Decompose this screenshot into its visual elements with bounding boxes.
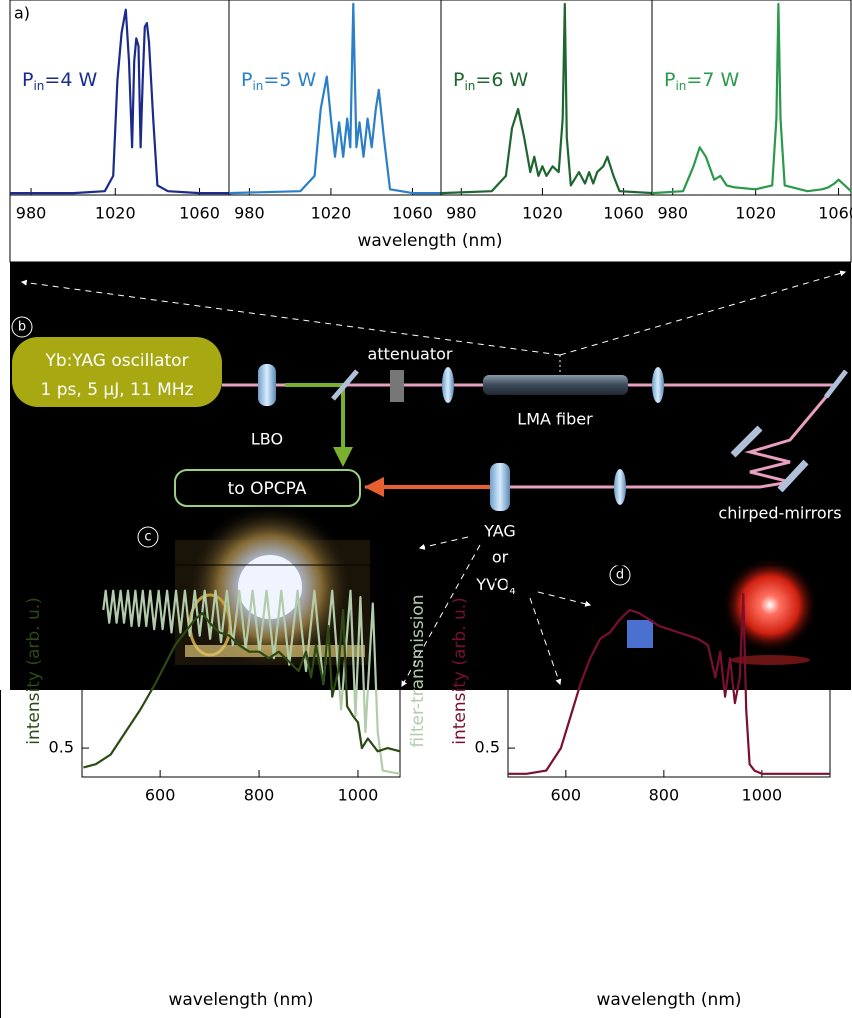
x-tick-label: 980 — [16, 204, 47, 223]
badge-label: b — [18, 320, 26, 335]
badge — [11, 316, 33, 338]
x-tick-label: 1020 — [735, 204, 776, 223]
x-tick-label: 800 — [649, 786, 680, 805]
label-part: P — [453, 69, 464, 91]
badge-label: c — [144, 530, 151, 545]
arrow — [537, 591, 592, 607]
component-label: LMA fiber — [517, 410, 593, 429]
badge — [137, 526, 159, 548]
arrow — [418, 536, 469, 550]
x-tick-label: 1020 — [95, 204, 136, 223]
panel-label: a) — [14, 4, 30, 23]
lens — [442, 367, 454, 403]
mirror — [331, 369, 359, 401]
label-part: =7 W — [686, 69, 739, 91]
y2-axis-label: filter-transmission — [408, 594, 428, 747]
y-tick-label: 1 — [64, 577, 74, 596]
x-tick-label: 1020 — [522, 204, 563, 223]
component-label: to OPCPA — [228, 479, 307, 499]
x-tick-label: 1020 — [311, 204, 352, 223]
series-line — [83, 608, 401, 769]
label-part: =5 W — [263, 69, 316, 91]
arrow — [559, 270, 847, 356]
fiber — [483, 375, 628, 395]
photo-crystal — [627, 620, 653, 648]
y-tick-label: 1 — [490, 577, 500, 596]
x-tick-label: 800 — [244, 786, 275, 805]
oscillator — [12, 337, 222, 407]
label-part: YVO — [475, 575, 509, 594]
y-tick-label: 0.5 — [49, 738, 74, 757]
label-part: =4 W — [44, 69, 97, 91]
label-sub: in — [252, 79, 263, 93]
label-part: =6 W — [475, 69, 528, 91]
attenuator — [390, 370, 404, 402]
component-label: attenuator — [368, 345, 453, 364]
x-tick-label: 1000 — [742, 786, 783, 805]
x-tick-label: 600 — [551, 786, 582, 805]
component-label: LBO — [251, 430, 283, 449]
label-sub: in — [33, 79, 44, 93]
x-tick-label: 1000 — [338, 786, 379, 805]
series-label: Pin=4 W — [22, 69, 97, 93]
component-label: YAG — [483, 522, 516, 541]
oscillator-label: Yb:YAG oscillator — [44, 351, 188, 371]
x-axis-label: wavelength (nm) — [357, 231, 502, 251]
component-label: YVO4 — [475, 575, 515, 598]
label-sub: 4 — [509, 586, 515, 597]
lens — [614, 469, 626, 505]
series-line — [228, 2, 443, 195]
series-line — [440, 2, 655, 195]
label-part: P — [22, 69, 33, 91]
label-sub: in — [464, 79, 475, 93]
series-line — [10, 8, 232, 195]
y-axis-label: intensity (arb. u.) — [450, 597, 470, 745]
mirror — [730, 425, 763, 458]
mirror — [824, 369, 848, 399]
series-line — [508, 592, 830, 775]
photo-reflection — [730, 655, 810, 665]
label-sub: in — [675, 79, 686, 93]
x-tick-label: 1060 — [179, 204, 220, 223]
photo-glow — [722, 557, 818, 653]
x-tick-label: 980 — [657, 204, 688, 223]
series-line — [651, 2, 852, 195]
x-tick-label: 600 — [145, 786, 176, 805]
lens — [652, 367, 664, 403]
label-part: P — [241, 69, 252, 91]
beam — [365, 384, 838, 489]
mirror — [777, 459, 809, 493]
x-axis-label: wavelength (nm) — [168, 990, 313, 1010]
x-tick-label: 1060 — [603, 204, 644, 223]
plot-frame — [507, 564, 831, 778]
label-part: P — [664, 69, 675, 91]
series-label: Pin=6 W — [453, 69, 528, 93]
x-tick-label: 1060 — [392, 204, 433, 223]
series-label: Pin=5 W — [241, 69, 316, 93]
y-axis-label: intensity (arb. u.) — [24, 597, 44, 745]
arrow — [529, 597, 562, 686]
x-tick-label: 1060 — [818, 204, 852, 223]
component-label: or — [492, 548, 509, 567]
crystal — [490, 463, 510, 511]
y-tick-label: 0.5 — [475, 738, 500, 757]
badge-label: d — [616, 568, 624, 583]
x-tick-label: 980 — [446, 204, 477, 223]
series-label: Pin=7 W — [664, 69, 739, 93]
setup-diagram: b c d Yb:YAG oscillator 1 ps, 5 μJ, 11 M… — [10, 262, 851, 690]
x-axis-label: wavelength (nm) — [596, 990, 741, 1010]
crystal — [258, 364, 276, 406]
background — [10, 262, 851, 690]
component-label: chirped-mirrors — [718, 504, 841, 523]
plot-frame — [81, 564, 401, 778]
series-line — [102, 589, 401, 775]
arrow — [401, 544, 481, 688]
oscillator-label: 1 ps, 5 μJ, 11 MHz — [41, 380, 194, 400]
x-tick-label: 980 — [234, 204, 265, 223]
arrow — [20, 279, 561, 356]
